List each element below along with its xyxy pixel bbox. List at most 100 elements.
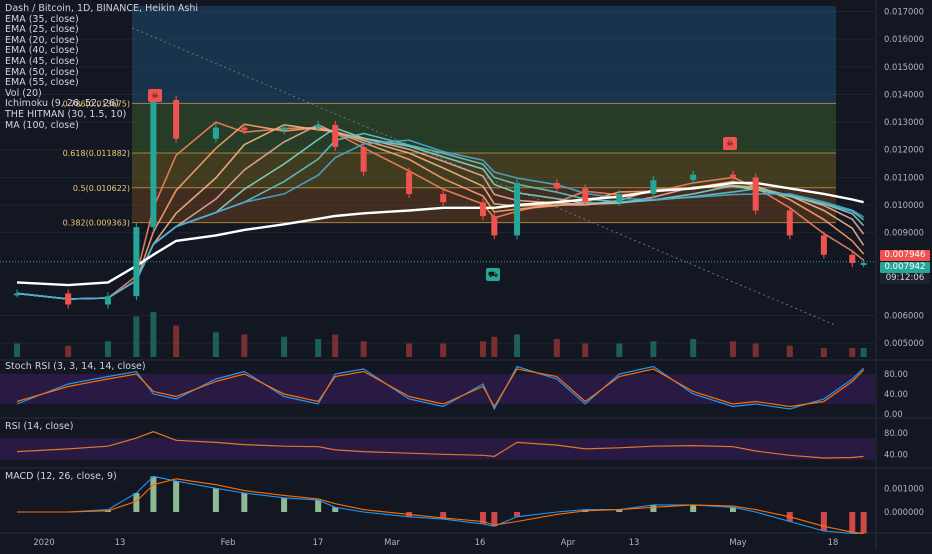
candle-body (440, 193, 447, 203)
price-axis-label: 0.013000 (884, 117, 924, 127)
price-axis-label: 0.014000 (884, 89, 924, 99)
volume-bar (281, 336, 288, 357)
volume-bar (582, 343, 589, 357)
candle-body (479, 202, 486, 217)
rsi-axis-label: 40.00 (884, 449, 908, 459)
macd-axis-label: 0.001000 (884, 483, 924, 493)
time-axis-label: Mar (384, 537, 400, 547)
macd-histogram-bar (860, 512, 867, 534)
time-axis-label: 2020 (33, 537, 54, 547)
rsi-axis-label: 80.00 (884, 428, 908, 438)
candle-body (690, 174, 697, 181)
volume-bar (479, 341, 486, 357)
macd-histogram-bar (133, 493, 140, 512)
price-axis-label: 0.015000 (884, 62, 924, 72)
candle-body (729, 174, 736, 178)
candle-body (241, 127, 248, 131)
price-axis-label: 0.017000 (884, 7, 924, 17)
time-axis-label: Feb (221, 537, 236, 547)
macd-histogram-bar (729, 507, 736, 512)
macd-axis-label: 0.000000 (884, 507, 924, 517)
macd-histogram-bar (479, 512, 486, 524)
volume-bar (491, 336, 498, 357)
volume-bar (360, 341, 367, 357)
fib-level-label: 0.786(0.013675) (63, 99, 130, 108)
fib-level-label: 0.618(0.011882) (63, 149, 130, 158)
macd-histogram-bar (173, 481, 180, 512)
volume-bar (690, 339, 697, 357)
candle-body (315, 124, 322, 128)
volume-bar (212, 332, 219, 357)
fib-zone-top (132, 6, 836, 104)
candle-body (752, 177, 759, 211)
macd-histogram-bar (281, 497, 288, 512)
candle-body (491, 216, 498, 236)
macd-histogram-bar (820, 512, 827, 531)
time-axis-label: 18 (828, 537, 839, 547)
macd-signal-line (17, 478, 864, 534)
macd-histogram-bar (491, 512, 498, 527)
sell-signal-icon: ☠ (148, 89, 162, 102)
stoch-band (0, 374, 875, 404)
macd-line (17, 475, 864, 534)
macd-histogram-bar (690, 504, 697, 512)
candle-body (14, 293, 21, 296)
volume-bar (332, 334, 339, 357)
macd-label[interactable]: MACD (12, 26, close, 9) (5, 471, 117, 482)
macd-histogram-bar (650, 504, 657, 512)
candle-body (173, 99, 180, 139)
countdown-timer: 09:12:06 (880, 273, 930, 284)
volume-bar (650, 341, 657, 357)
stoch-axis-label: 40.00 (884, 389, 908, 399)
volume-bar (406, 343, 413, 357)
fib-zone (132, 103, 836, 153)
time-axis-label: May (729, 537, 746, 547)
volume-bar (820, 348, 827, 357)
stoch-rsi-label[interactable]: Stoch RSI (3, 3, 14, 14, close) (5, 361, 146, 372)
time-axis-label: 13 (115, 537, 126, 547)
fib-level-label: 0.5(0.010622) (73, 184, 130, 193)
volume-bar (514, 334, 521, 357)
ma-100-line (16, 181, 864, 287)
price-axis-label: 0.005000 (884, 338, 924, 348)
volume-bar (849, 348, 856, 357)
volume-bar (553, 339, 560, 357)
volume-bar (752, 343, 759, 357)
macd-histogram-bar (150, 476, 157, 512)
price-axis-label: 0.006000 (884, 311, 924, 321)
time-axis-label: Apr (561, 537, 576, 547)
volume-bar (440, 343, 447, 357)
price-axis-label: 0.009000 (884, 228, 924, 238)
candle-body (281, 127, 288, 131)
candle-body (553, 182, 560, 189)
candle-body (104, 296, 111, 305)
candle-body (150, 99, 157, 228)
macd-histogram-bar (212, 488, 219, 512)
price-axis-label: 0.012000 (884, 145, 924, 155)
candle-body (332, 124, 339, 147)
candle-body (849, 254, 856, 264)
last-price-tag: 0.007946 (880, 250, 930, 261)
macd-histogram-bar (241, 493, 248, 512)
stoch-axis-label: 80.00 (884, 369, 908, 379)
volume-bar (315, 339, 322, 357)
candle-body (514, 182, 521, 236)
rsi-label[interactable]: RSI (14, close) (5, 421, 74, 432)
volume-bar (150, 312, 157, 357)
volume-bar (173, 325, 180, 357)
macd-histogram-bar (849, 512, 856, 534)
macd-histogram-bar (616, 509, 623, 512)
candle-body (650, 180, 657, 194)
fib-level-label: 0.382(0.009363) (63, 219, 130, 228)
stoch-d-line (16, 368, 865, 408)
candle-body (820, 235, 827, 255)
candle-body (786, 210, 793, 236)
volume-bar (860, 348, 867, 357)
volume-bar (14, 343, 21, 357)
volume-bar (104, 341, 111, 357)
volume-bar (133, 316, 140, 357)
price-axis-label: 0.010000 (884, 200, 924, 210)
volume-bar (65, 345, 72, 357)
